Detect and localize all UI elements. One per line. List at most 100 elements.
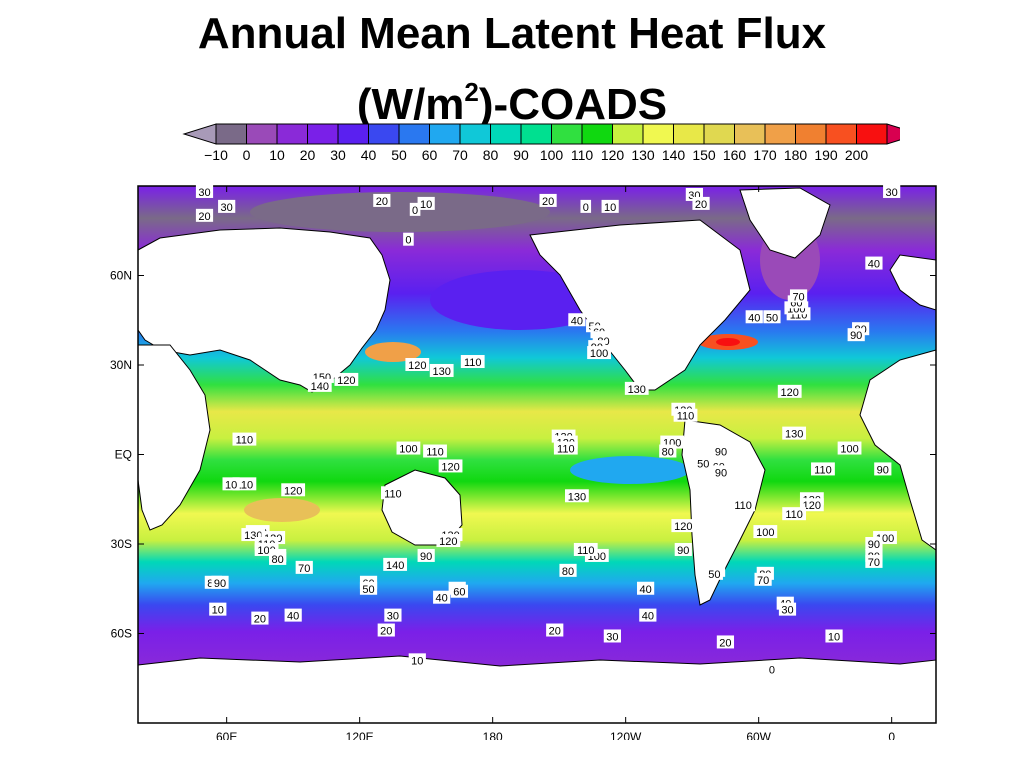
continents <box>137 187 937 724</box>
contour-label: 20 <box>692 196 710 211</box>
contour-label: 40 <box>284 608 302 623</box>
svg-text:10: 10 <box>212 605 224 617</box>
svg-text:70: 70 <box>298 563 310 575</box>
lat-label: EQ <box>115 448 132 462</box>
colorbar-swatch <box>246 123 278 145</box>
subtitle-post: )-COADS <box>478 80 668 129</box>
contour-label: 40 <box>745 310 763 324</box>
colorbar-swatch <box>581 123 613 145</box>
svg-text:90: 90 <box>677 545 689 557</box>
contour-label: 120 <box>777 384 802 399</box>
contour-label: 40 <box>865 256 883 271</box>
svg-text:10: 10 <box>411 655 423 667</box>
svg-text:40: 40 <box>571 315 583 327</box>
colorbar-swatch <box>276 123 308 145</box>
colorbar-tick-label: 80 <box>483 147 499 163</box>
svg-text:110: 110 <box>734 500 752 512</box>
colorbar-tick-label: 30 <box>330 147 346 163</box>
svg-text:110: 110 <box>785 509 803 521</box>
contour-label: 40 <box>637 581 655 596</box>
svg-text:40: 40 <box>436 593 448 605</box>
svg-text:30: 30 <box>198 187 210 199</box>
svg-text:20: 20 <box>376 196 388 208</box>
colorbar-swatch <box>520 123 552 145</box>
colorbar-tick-label: 10 <box>269 147 285 163</box>
svg-text:50: 50 <box>708 569 720 581</box>
svg-text:30: 30 <box>781 605 793 617</box>
colorbar-tick-label: 0 <box>243 147 251 163</box>
contour-label: 120 <box>436 534 461 548</box>
contour-label: 130 <box>624 381 649 396</box>
svg-text:100: 100 <box>590 348 608 360</box>
colorbar-tick-label: 140 <box>662 147 686 163</box>
svg-text:140: 140 <box>311 381 329 393</box>
colorbar-tick-label: 180 <box>784 147 808 163</box>
map-title: Annual Mean Latent Heat Flux <box>197 9 827 58</box>
svg-text:10: 10 <box>604 202 616 214</box>
contour-label: 50 <box>694 456 712 470</box>
svg-text:120: 120 <box>674 521 692 533</box>
svg-text:120: 120 <box>337 375 355 387</box>
contour-label: 60 <box>450 584 469 599</box>
colorbar-arrow-high <box>886 123 900 145</box>
svg-text:70: 70 <box>868 557 880 569</box>
contour-label: 40 <box>639 608 657 623</box>
svg-text:110: 110 <box>384 488 402 500</box>
contour-label: 110 <box>381 486 405 500</box>
svg-text:40: 40 <box>868 259 880 271</box>
contour-label: 30 <box>778 602 797 617</box>
contour-label: 90 <box>674 542 692 557</box>
contour-label: 100 <box>396 441 421 456</box>
contour-label: 90 <box>712 444 730 459</box>
contour-label: 70 <box>865 554 883 569</box>
svg-text:10: 10 <box>225 479 237 491</box>
colorbar-swatch <box>795 123 827 145</box>
contour-label: 130 <box>429 363 454 378</box>
contour-label: 20 <box>716 635 735 649</box>
svg-text:90: 90 <box>868 539 880 551</box>
svg-text:90: 90 <box>850 330 862 342</box>
svg-text:40: 40 <box>642 611 654 623</box>
contour-label: 80 <box>559 563 577 578</box>
svg-text:30: 30 <box>221 202 233 214</box>
svg-text:110: 110 <box>814 464 832 476</box>
svg-text:0: 0 <box>583 202 589 214</box>
svg-text:120: 120 <box>441 461 459 473</box>
contour-label: 10 <box>408 653 426 667</box>
north-america-landmass <box>529 219 751 391</box>
svg-text:120: 120 <box>781 387 799 399</box>
colorbar-swatch <box>215 123 247 145</box>
contour-label: 80 <box>659 444 677 459</box>
svg-text:50: 50 <box>362 584 374 596</box>
antarctica-landmass <box>137 655 937 724</box>
north-pacific-cool <box>430 270 610 330</box>
contour-label: 100 <box>753 525 778 539</box>
svg-text:110: 110 <box>236 479 254 491</box>
contour-label: 120 <box>334 372 359 387</box>
svg-text:40: 40 <box>639 584 651 596</box>
colorbar-tick-label: −10 <box>204 147 228 163</box>
contour-label: 50 <box>359 581 378 596</box>
lon-label: 180 <box>483 730 503 740</box>
axis-ticks: 60E 120E 180 120W 60W 0 60N 30N EQ 30S 60S <box>110 186 936 740</box>
svg-text:30: 30 <box>387 611 399 623</box>
contour-label: 110 <box>423 444 447 459</box>
colorbar-swatch <box>490 123 522 145</box>
africa-landmass <box>137 344 211 531</box>
lon-label: 120W <box>610 730 642 740</box>
contour-label: 20 <box>539 193 557 208</box>
lon-label: 120E <box>346 730 374 740</box>
contour-label: 130 <box>782 426 807 441</box>
contour-label: 30 <box>384 608 402 623</box>
colorbar-tick-label: 190 <box>814 147 838 163</box>
contour-label: 20 <box>195 208 214 223</box>
svg-text:20: 20 <box>198 211 210 223</box>
contour-label: 110 <box>782 507 807 521</box>
colorbar-swatch <box>307 123 339 145</box>
contour-label: 110 <box>673 408 698 423</box>
svg-text:110: 110 <box>677 411 695 423</box>
svg-text:20: 20 <box>695 199 707 211</box>
svg-text:140: 140 <box>386 560 404 572</box>
svg-text:130: 130 <box>568 491 586 503</box>
colorbar-swatch <box>551 123 583 145</box>
